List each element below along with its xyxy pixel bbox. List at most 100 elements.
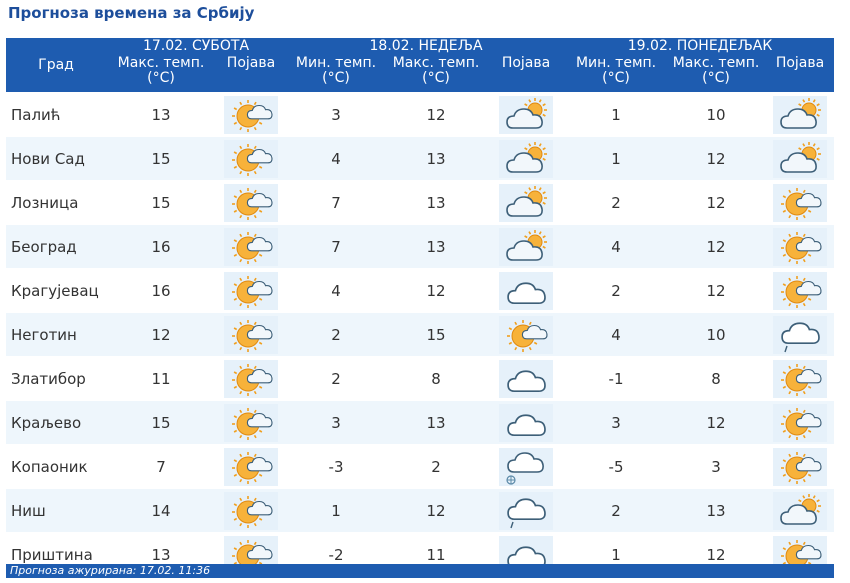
phenomenon-cell (486, 268, 567, 313)
d1-max-temp: 11 (106, 356, 216, 401)
table-row: Ниш 14 1 12 2 13 (6, 488, 835, 533)
phenomenon-cell (216, 224, 287, 269)
sun-cloud-icon (773, 271, 828, 310)
phenomenon-cell (486, 356, 567, 401)
cloud-sun-icon (773, 491, 828, 530)
d2-min-temp: 7 (286, 180, 387, 225)
phenomenon-cell (766, 356, 835, 401)
sun-cloud-icon (773, 447, 828, 486)
phenomenon-cell (486, 312, 567, 357)
d1-max-temp: 7 (106, 444, 216, 489)
phenomenon-cell (766, 136, 835, 181)
d2-min-temp: 1 (286, 488, 387, 533)
d3-max-temp: 10 (666, 92, 767, 137)
header-d3-max: Макс. темп. (°C) (666, 54, 767, 93)
sun-cloud-icon (224, 183, 278, 222)
d1-max-temp: 15 (106, 180, 216, 225)
d1-max-temp: 15 (106, 400, 216, 445)
d3-max-temp: 12 (666, 136, 767, 181)
cloud-sun-icon (499, 183, 554, 222)
sun-cloud-icon (224, 447, 278, 486)
d2-max-temp: 15 (386, 312, 487, 357)
table-row: Златибор 11 2 8 -1 8 (6, 356, 835, 401)
d1-max-temp: 14 (106, 488, 216, 533)
sun-cloud-icon (224, 95, 278, 134)
sun-cloud-icon (773, 403, 828, 442)
d3-min-temp: 4 (566, 312, 667, 357)
forecast-table-wrap: Град 17.02. СУБОТА 18.02. НЕДЕЉА 19.02. … (6, 38, 835, 576)
phenomenon-cell (766, 400, 835, 445)
table-row: Нови Сад 15 4 13 1 12 (6, 136, 835, 181)
phenomenon-cell (216, 356, 287, 401)
d2-max-temp: 2 (386, 444, 487, 489)
header-city: Град (6, 38, 106, 93)
header-d3-phen: Појава (766, 54, 835, 93)
d3-min-temp: 2 (566, 488, 667, 533)
d3-min-temp: 1 (566, 136, 667, 181)
phenomenon-cell (486, 136, 567, 181)
cloud-sun-icon (499, 95, 554, 134)
phenomenon-cell (216, 136, 287, 181)
table-row: Неготин 12 2 15 4 10 (6, 312, 835, 357)
header-day-3: 19.02. ПОНЕДЕЉАК (566, 38, 835, 54)
sun-cloud-icon (224, 491, 278, 530)
phenomenon-cell (766, 444, 835, 489)
d3-max-temp: 10 (666, 312, 767, 357)
city-name: Ниш (6, 488, 106, 533)
sun-cloud-icon (224, 227, 278, 266)
cloud-icon (499, 359, 554, 398)
d2-min-temp: 7 (286, 224, 387, 269)
phenomenon-cell (216, 180, 287, 225)
city-name: Нови Сад (6, 136, 106, 181)
city-name: Крагујевац (6, 268, 106, 313)
d2-min-temp: 2 (286, 312, 387, 357)
d2-min-temp: 2 (286, 356, 387, 401)
header-d2-max: Макс. темп. (°C) (386, 54, 487, 93)
sun-cloud-icon (773, 227, 828, 266)
phenomenon-cell (216, 92, 287, 137)
header-day-2: 18.02. НЕДЕЉА (286, 38, 567, 54)
sun-cloud-icon (224, 403, 278, 442)
phenomenon-cell (216, 268, 287, 313)
d3-min-temp: 3 (566, 400, 667, 445)
cloud-sun-icon (499, 139, 554, 178)
d3-min-temp: -1 (566, 356, 667, 401)
d3-max-temp: 12 (666, 400, 767, 445)
table-row: Крагујевац 16 4 12 2 12 (6, 268, 835, 313)
phenomenon-cell (766, 312, 835, 357)
phenomenon-cell (216, 312, 287, 357)
sun-cloud-icon (224, 315, 278, 354)
phenomenon-cell (216, 400, 287, 445)
cloud-rain-icon (499, 491, 554, 530)
d2-max-temp: 12 (386, 268, 487, 313)
d2-max-temp: 13 (386, 400, 487, 445)
cloud-snow-icon (499, 447, 554, 486)
city-name: Неготин (6, 312, 106, 357)
header-d2-phen: Појава (486, 54, 567, 93)
update-footer: Прогноза ажурирана: 17.02. 11:36 (6, 564, 834, 578)
update-text: Прогноза ажурирана: 17.02. 11:36 (10, 564, 211, 577)
phenomenon-cell (766, 268, 835, 313)
city-name: Београд (6, 224, 106, 269)
d1-max-temp: 16 (106, 224, 216, 269)
sun-cloud-icon (499, 315, 554, 354)
phenomenon-cell (216, 488, 287, 533)
forecast-rows: Палић 13 3 12 1 10 Нови Сад 15 4 13 1 12 Лозница 15 7 1… (6, 92, 835, 576)
d2-min-temp: 3 (286, 400, 387, 445)
d2-min-temp: 4 (286, 136, 387, 181)
d2-max-temp: 13 (386, 136, 487, 181)
d3-max-temp: 8 (666, 356, 767, 401)
phenomenon-cell (766, 488, 835, 533)
d1-max-temp: 13 (106, 92, 216, 137)
d2-min-temp: 3 (286, 92, 387, 137)
header-day-1: 17.02. СУБОТА (106, 38, 287, 54)
page-title: Прогноза времена за Србију (8, 4, 255, 22)
cloud-rain-icon (773, 315, 828, 354)
d3-min-temp: -5 (566, 444, 667, 489)
header-d2-min: Мин. темп. (°C) (286, 54, 387, 93)
cloud-sun-icon (499, 227, 554, 266)
phenomenon-cell (766, 224, 835, 269)
d3-max-temp: 3 (666, 444, 767, 489)
cloud-sun-icon (773, 95, 828, 134)
sun-cloud-icon (224, 271, 278, 310)
